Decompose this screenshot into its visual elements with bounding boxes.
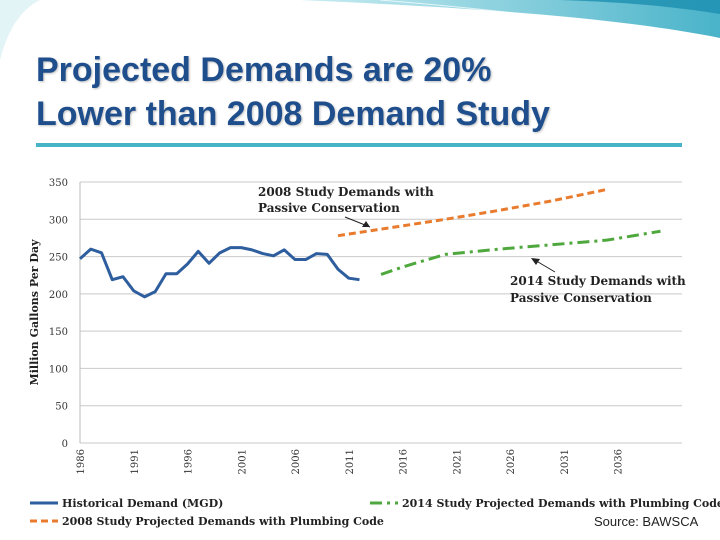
y-tick-label: 350 — [49, 178, 68, 189]
x-tick-label: 1991 — [130, 449, 141, 474]
x-tick-label: 2026 — [506, 449, 517, 474]
legend-label-3: 2014 Study Projected Demands with Plumbi… — [402, 497, 720, 510]
x-tick-label: 2031 — [560, 449, 571, 474]
slide-title-line-1: Projected Demands are 20% — [36, 51, 492, 89]
title-underline — [36, 143, 682, 147]
x-tick-label: 1986 — [76, 449, 87, 474]
demand-line-chart: 0 50 100 150 200 250 300 350 1986 1991 1996 2001 200… — [28, 178, 720, 528]
series-line-3 — [380, 229, 661, 276]
series-line-2 — [337, 187, 608, 238]
y-tick-label: 300 — [49, 215, 68, 226]
annotation-2008-line-1: 2008 Study Demands with — [258, 185, 434, 199]
series-line-1 — [78, 246, 360, 299]
annotation-2014-arrowhead — [531, 258, 540, 265]
annotation-2014-line-1: 2014 Study Demands with — [510, 274, 686, 288]
x-tick-label: 2016 — [399, 449, 410, 474]
annotation-2008-arrowhead — [362, 221, 370, 227]
slide-background-decoration — [0, 0, 720, 60]
slide-title-line-2: Lower than 2008 Demand Study — [36, 95, 550, 133]
x-tick-label: 2001 — [237, 449, 248, 474]
source-caption: Source: BAWSCA — [594, 514, 699, 529]
x-tick-label: 2036 — [614, 449, 625, 474]
legend-label-2: 2008 Study Projected Demands with Plumbi… — [62, 515, 384, 528]
slide-title: Projected Demands are 20% Lower than 200… — [36, 48, 706, 136]
y-tick-label: 200 — [49, 290, 68, 301]
x-tick-label: 2021 — [452, 449, 463, 474]
annotation-2008-line-2: Passive Conservation — [258, 201, 400, 215]
x-tick-label: 1996 — [184, 449, 195, 474]
annotation-2014-line-2: Passive Conservation — [510, 291, 652, 305]
y-tick-label: 150 — [49, 327, 68, 338]
x-tick-label: 2011 — [345, 449, 356, 474]
y-tick-label: 100 — [49, 364, 68, 375]
y-tick-label: 0 — [62, 439, 68, 450]
y-axis-label: Million Gallons Per Day — [28, 239, 41, 386]
y-tick-label: 50 — [55, 402, 68, 413]
legend-label-1: Historical Demand (MGD) — [62, 497, 223, 510]
y-tick-label: 250 — [49, 253, 68, 264]
x-tick-label: 2006 — [291, 449, 302, 474]
